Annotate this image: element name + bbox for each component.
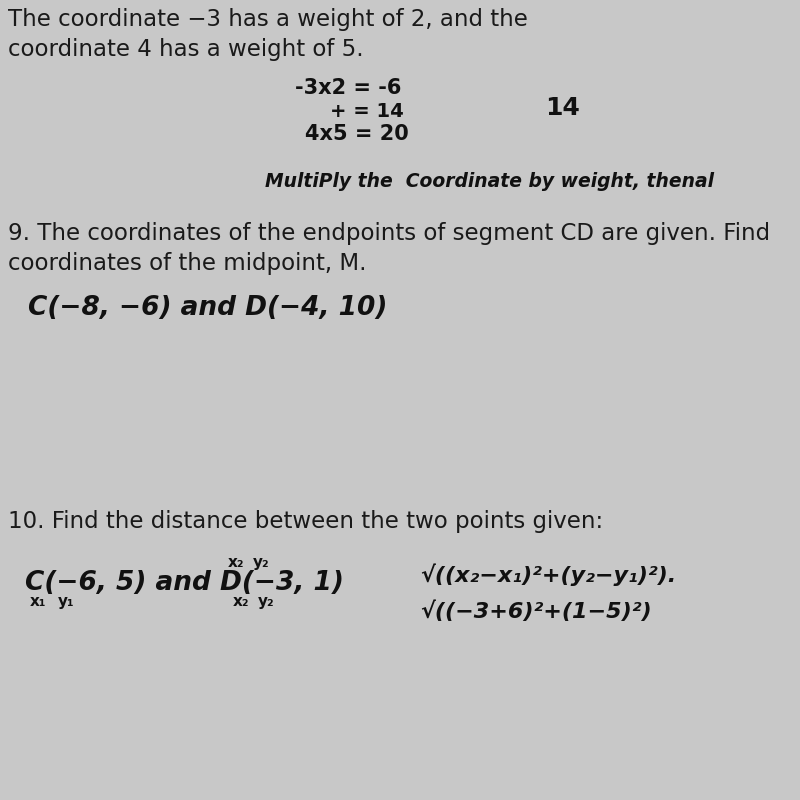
Text: y₂: y₂ <box>253 555 270 570</box>
Text: The coordinate −3 has a weight of 2, and the: The coordinate −3 has a weight of 2, and… <box>8 8 528 31</box>
Text: C(−6, 5) and D(−3, 1): C(−6, 5) and D(−3, 1) <box>25 570 344 596</box>
Text: x₁: x₁ <box>30 594 46 609</box>
Text: y₂: y₂ <box>258 594 274 609</box>
Text: y₁: y₁ <box>58 594 74 609</box>
Text: C(−8, −6) and D(−4, 10): C(−8, −6) and D(−4, 10) <box>28 295 387 321</box>
Text: -3x2 = -6: -3x2 = -6 <box>295 78 402 98</box>
Text: 14: 14 <box>545 96 580 120</box>
Text: 9. The coordinates of the endpoints of segment CD are given. Find: 9. The coordinates of the endpoints of s… <box>8 222 770 245</box>
Text: x₂: x₂ <box>233 594 250 609</box>
Text: √((−3+6)²+(1−5)²): √((−3+6)²+(1−5)²) <box>420 600 652 622</box>
Text: 10. Find the distance between the two points given:: 10. Find the distance between the two po… <box>8 510 603 533</box>
Text: coordinate 4 has a weight of 5.: coordinate 4 has a weight of 5. <box>8 38 364 61</box>
Text: 4x5 = 20: 4x5 = 20 <box>305 124 409 144</box>
Text: √((x₂−x₁)²+(y₂−y₁)²).: √((x₂−x₁)²+(y₂−y₁)²). <box>420 563 676 586</box>
Text: MultiPly the  Coordinate by weight, thenal: MultiPly the Coordinate by weight, thena… <box>265 172 714 191</box>
Text: coordinates of the midpoint, M.: coordinates of the midpoint, M. <box>8 252 366 275</box>
Text: + = 14: + = 14 <box>330 102 404 121</box>
Text: x₂: x₂ <box>228 555 245 570</box>
